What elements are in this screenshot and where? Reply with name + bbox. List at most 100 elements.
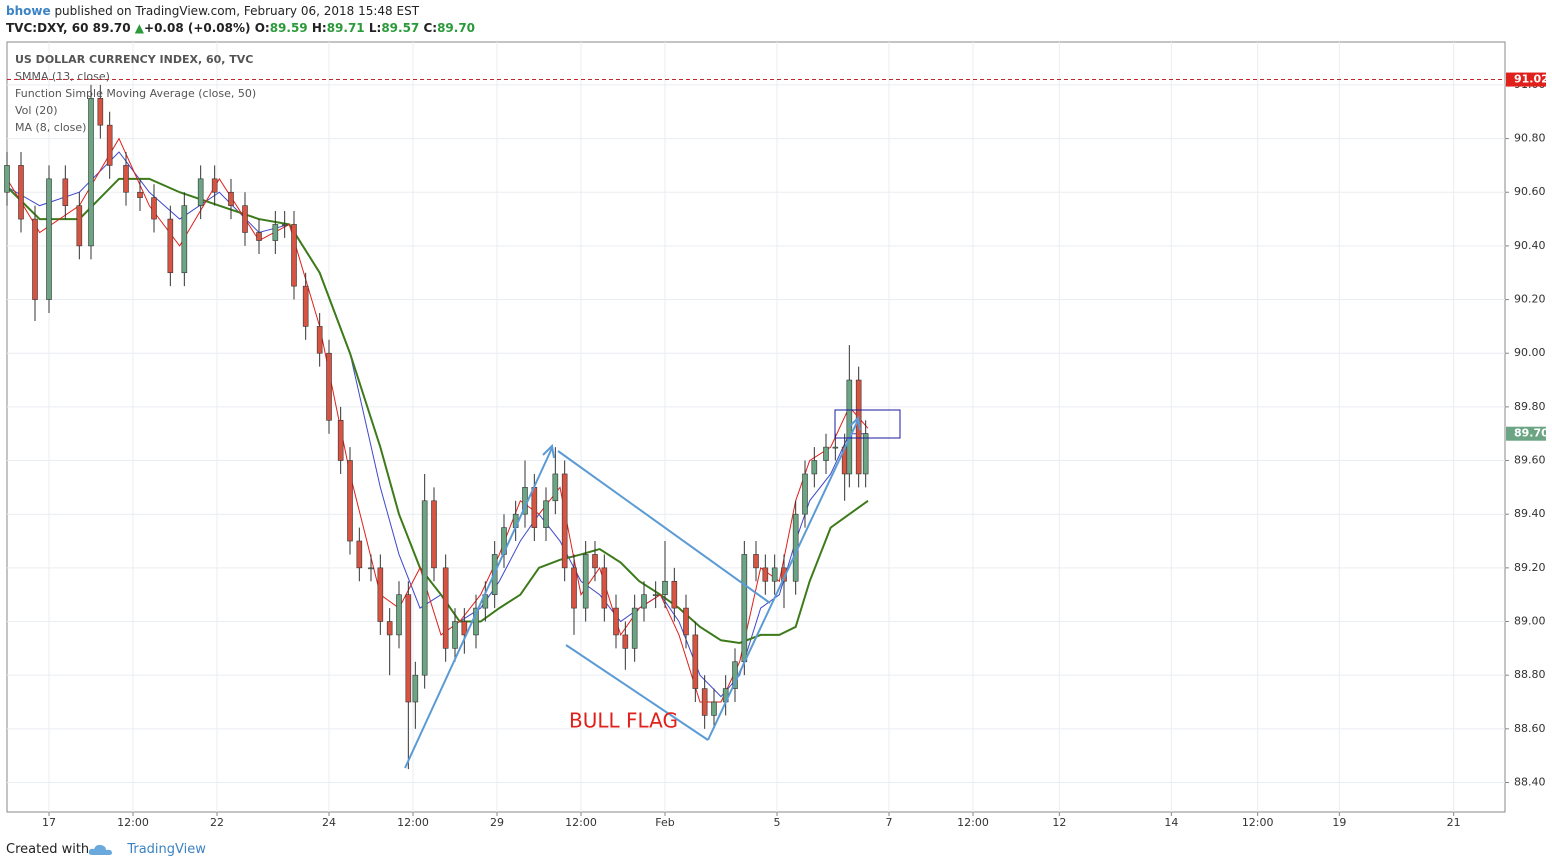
candle-body <box>762 567 769 582</box>
quote-line: TVC:DXY, 60 89.70 ▲+0.08 (+0.08%) O:89.5… <box>6 21 475 35</box>
candle-body <box>386 621 393 636</box>
y-tick-label: 89.60 <box>1514 454 1546 467</box>
candle-body <box>62 178 69 206</box>
y-tick-label: 89.00 <box>1514 615 1546 628</box>
candle-body <box>32 218 38 300</box>
o-label: O: <box>254 21 270 35</box>
author[interactable]: bhowe <box>6 4 51 18</box>
footer: Created with TradingView <box>6 842 206 857</box>
candle-body <box>326 352 332 421</box>
candle-body <box>347 460 353 542</box>
candle-body <box>256 232 262 241</box>
candle-body <box>211 178 218 193</box>
candle-body <box>452 621 458 649</box>
y-tick-label: 88.80 <box>1514 668 1546 681</box>
target-box <box>834 409 901 439</box>
published: published on TradingView.com, February 0… <box>54 4 420 18</box>
candle-body <box>76 205 83 247</box>
candle-body <box>823 446 829 461</box>
y-tick-label: 90.60 <box>1514 185 1546 198</box>
candle-body <box>601 567 608 609</box>
x-tick-label: 12:00 <box>1242 816 1274 829</box>
candle-body <box>473 607 479 636</box>
x-tick-label: 22 <box>210 816 224 829</box>
x-tick-label: 5 <box>774 816 781 829</box>
candle-body <box>683 607 689 636</box>
x-tick-label: 14 <box>1164 816 1178 829</box>
brand[interactable]: TradingView <box>127 842 206 857</box>
candle-body <box>571 567 577 609</box>
price: 89.70 <box>92 21 131 35</box>
trend-arrow <box>707 419 859 741</box>
candle-body <box>862 433 869 475</box>
candle-body <box>368 567 374 570</box>
c: 89.70 <box>437 21 476 35</box>
flag-bottom <box>565 644 709 741</box>
candle-body <box>405 594 412 703</box>
candle-body <box>832 446 839 449</box>
candle-body <box>662 580 668 595</box>
candle-body <box>552 473 559 502</box>
candle-body <box>701 688 708 716</box>
indicator-line <box>6 137 869 703</box>
candle-body <box>97 98 104 126</box>
x-tick-label: 7 <box>886 816 893 829</box>
candle-body <box>692 634 699 689</box>
candle-body <box>461 621 468 636</box>
h: 89.71 <box>326 21 365 35</box>
candle-body <box>151 197 157 220</box>
candle-body <box>337 419 344 461</box>
candle-body <box>622 634 629 649</box>
created: Created with <box>6 842 90 857</box>
candle-body <box>671 580 678 609</box>
x-tick-label: 12 <box>1052 816 1066 829</box>
legend-entry: SMMA (13, close) <box>15 70 110 83</box>
c-label: C: <box>423 21 438 35</box>
candles <box>4 84 869 770</box>
arrow: ▲ <box>134 21 145 35</box>
candle-body <box>613 607 619 636</box>
candle-body <box>396 594 402 636</box>
x-tick-label: 21 <box>1447 816 1461 829</box>
chart-title: US DOLLAR CURRENCY INDEX, 60, TVC <box>15 53 253 66</box>
candle-body <box>228 191 234 206</box>
y-tick-label: 89.40 <box>1514 507 1546 520</box>
y-tick-label: 90.00 <box>1514 346 1546 359</box>
candle-body <box>316 326 323 354</box>
candle-body <box>197 178 204 206</box>
y-tick-label: 90.80 <box>1514 132 1546 145</box>
symbol: TVC:DXY, 60 <box>6 21 89 35</box>
candle-body <box>711 701 717 716</box>
candle-body <box>431 500 437 569</box>
candle-body <box>652 594 659 596</box>
candle-body <box>631 607 638 649</box>
y-tick-label: 88.60 <box>1514 722 1546 735</box>
alert-label: 91.02 <box>1514 73 1549 86</box>
arrow-head <box>848 415 861 431</box>
candle-body <box>46 178 52 300</box>
candle-body <box>412 674 419 703</box>
candle-body <box>741 554 748 663</box>
l: 89.57 <box>381 21 420 35</box>
candle-body <box>421 500 428 676</box>
legend-entry: MA (8, close) <box>15 121 86 134</box>
x-tick-label: 17 <box>42 816 56 829</box>
x-tick-label: 12:00 <box>565 816 597 829</box>
candle-body <box>561 473 568 569</box>
candle-body <box>592 554 598 569</box>
y-tick-label: 89.20 <box>1514 561 1546 574</box>
candle-body <box>167 218 174 274</box>
alert-label-box <box>1506 72 1546 87</box>
candle-body <box>641 594 647 609</box>
grid <box>7 42 1505 812</box>
x-tick-label: 24 <box>322 816 336 829</box>
legend-entry: Function Simple Moving Average (close, 5… <box>15 87 256 100</box>
x-tick-label: 19 <box>1332 816 1346 829</box>
l-label: L: <box>368 21 382 35</box>
flag-top <box>557 450 771 604</box>
publish-line: bhowe published on TradingView.com, Febr… <box>6 4 419 18</box>
chart: BULL FLAG US DOLLAR CURRENCY INDEX, 60, … <box>4 41 1549 829</box>
x-tick-label: 29 <box>490 816 504 829</box>
candle-body <box>543 500 549 528</box>
